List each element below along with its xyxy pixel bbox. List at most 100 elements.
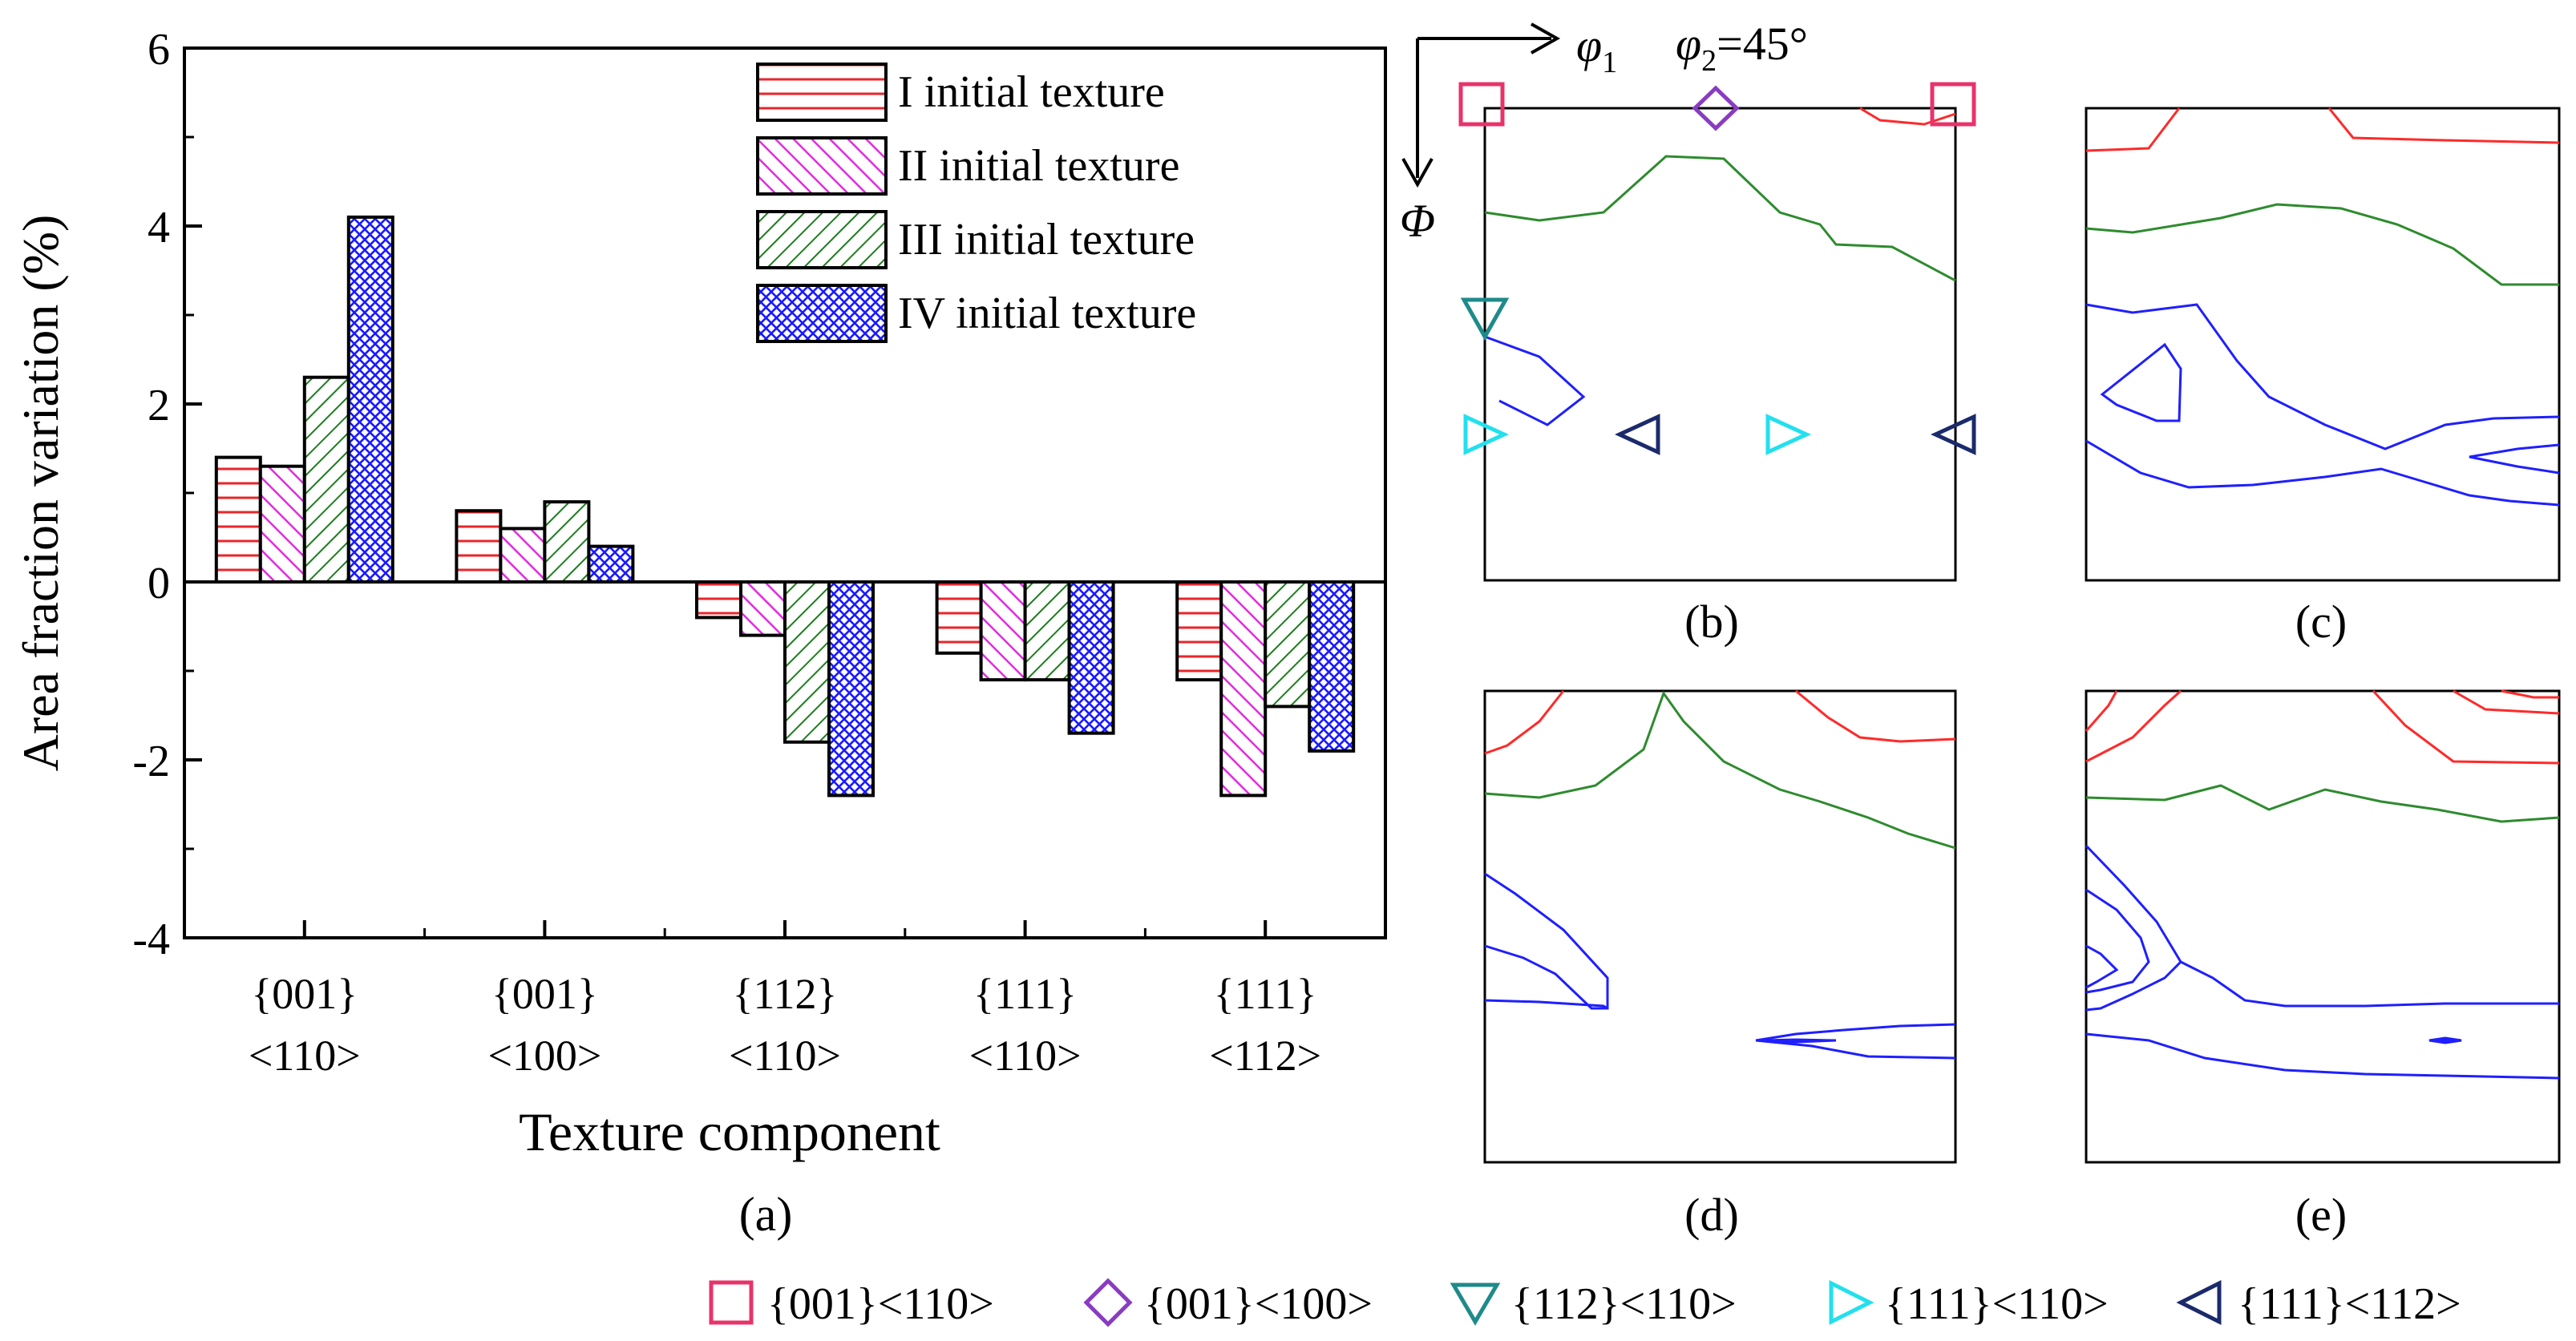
bar-4-cat-1 xyxy=(346,215,394,584)
odf-panel-b: (b) xyxy=(1458,82,1976,648)
bar-1-cat-2 xyxy=(455,509,503,584)
contour-high-e-5 xyxy=(2501,689,2559,699)
bar-4-cat-5 xyxy=(1308,580,1356,753)
bar-4-cat-3 xyxy=(827,580,875,798)
bar-series-group xyxy=(214,215,1356,798)
marker-legend: {001}<110> {001}<100> {112}<110> {111}<110>… xyxy=(709,1278,2461,1329)
marker-square-b-right xyxy=(1930,82,1976,127)
marker-legend-label: {112}<110> xyxy=(1511,1279,1737,1329)
contour-low-d-1 xyxy=(1484,872,1609,1010)
contour-low-e-1 xyxy=(2085,844,2182,1012)
contour-high-e-3 xyxy=(2372,689,2560,765)
y-tick-label: 2 xyxy=(148,381,170,430)
contour-low-d-5 xyxy=(1763,1038,1837,1044)
x-tick-label-top: {001} xyxy=(251,970,358,1018)
bar-1-cat-1 xyxy=(214,455,262,584)
contour-low-c-3 xyxy=(2085,439,2560,507)
marker-legend-label: {111}<110> xyxy=(1885,1279,2109,1329)
odf-sections: φ1 φ2=45° Φ (b) xyxy=(1400,18,2561,1241)
bar-2-cat-5 xyxy=(1219,580,1268,798)
bar-2-cat-2 xyxy=(499,527,547,584)
x-tick-label-bottom: <110> xyxy=(729,1032,841,1080)
marker-legend-label: {001}<110> xyxy=(767,1279,994,1329)
contour-low-d-3 xyxy=(1755,1023,1956,1042)
panel-label-b: (b) xyxy=(1684,596,1739,648)
contour-high-d-1 xyxy=(1484,690,1565,755)
y-axis-title: Area fraction variation (%) xyxy=(12,215,69,772)
legend-label-4: IV initial texture xyxy=(898,289,1196,338)
contour-mid-e xyxy=(2085,784,2560,823)
contour-high-c-1 xyxy=(2085,107,2181,152)
contour-low-e-2 xyxy=(2085,888,2150,994)
contour-high-e-1 xyxy=(2085,690,2118,732)
contour-low-e-5 xyxy=(2085,1032,2560,1080)
x-tick-label-bottom: <110> xyxy=(249,1032,361,1080)
x-tick-label-top: {112} xyxy=(733,970,838,1018)
y-tick-label: -4 xyxy=(132,915,170,964)
bar-4-cat-2 xyxy=(587,544,635,584)
Phi-label: Φ xyxy=(1400,195,1435,247)
y-tick-label: 0 xyxy=(148,559,170,608)
marker-legend-label: {001}<100> xyxy=(1144,1279,1373,1329)
contour-low-e-4 xyxy=(2180,960,2559,1008)
contour-mid-b xyxy=(1484,155,1956,282)
panel-label-e: (e) xyxy=(2295,1189,2347,1241)
legend-label-1: I initial texture xyxy=(898,67,1165,117)
x-tick-label-bottom: <112> xyxy=(1209,1032,1321,1080)
x-tick-label-top: {111} xyxy=(973,970,1077,1018)
contour-high-e-4 xyxy=(2453,689,2560,715)
odf-panel-c: (c) xyxy=(2085,107,2561,648)
odf-panel-e: (e) xyxy=(2085,689,2561,1241)
bar-3-cat-3 xyxy=(783,580,831,744)
panel-label-d: (d) xyxy=(1684,1189,1739,1241)
odf-frame-b xyxy=(1483,107,1957,582)
contour-low-c-2 xyxy=(2100,342,2182,422)
legend-label-2: II initial texture xyxy=(898,141,1179,191)
bar-3-cat-4 xyxy=(1023,580,1071,682)
contour-high-c-2 xyxy=(2327,107,2560,144)
marker-triangle-right-b-2 xyxy=(1765,414,1812,455)
bar-4-cat-4 xyxy=(1067,580,1115,735)
contour-high-b xyxy=(1859,107,1956,126)
contour-low-e-6 xyxy=(2428,1036,2462,1044)
x-tick-label-bottom: <100> xyxy=(487,1032,601,1080)
panel-label-a: (a) xyxy=(739,1188,793,1241)
x-tick-label-bottom: <110> xyxy=(969,1032,1082,1080)
bar-3-cat-1 xyxy=(302,375,350,584)
legend-marker-triangle-down xyxy=(1450,1282,1501,1326)
legend-swatch-3 xyxy=(756,210,888,269)
bar-2-cat-1 xyxy=(258,464,306,584)
marker-triangle-down-b xyxy=(1460,297,1510,341)
contour-low-e-3 xyxy=(2085,944,2119,989)
marker-legend-label: {111}<112> xyxy=(2238,1279,2461,1329)
phi1-label: φ1 xyxy=(1576,19,1617,79)
legend-swatch-2 xyxy=(756,136,888,196)
odf-frame-d xyxy=(1483,689,1957,1164)
odf-frame-c xyxy=(2085,107,2561,582)
legend-marker-triangle-right xyxy=(1829,1279,1874,1326)
Phi-arrowhead xyxy=(1401,158,1434,188)
axis-indicator: φ1 φ2=45° Φ xyxy=(1400,18,1808,247)
y-tick-label: 4 xyxy=(148,203,170,252)
contour-low-c-1 xyxy=(2085,303,2560,450)
legend-swatch-4 xyxy=(756,284,888,343)
phi2-label: φ2=45° xyxy=(1676,18,1808,78)
marker-square-b-left xyxy=(1458,82,1505,127)
contour-mid-d xyxy=(1484,690,1956,850)
y-tick-label: -2 xyxy=(132,737,170,786)
odf-panel-d: (d) xyxy=(1483,689,1957,1241)
bar-2-cat-3 xyxy=(739,580,787,637)
phi1-arrowhead xyxy=(1531,22,1561,55)
bar-2-cat-4 xyxy=(979,580,1027,682)
legend-label-3: III initial texture xyxy=(898,215,1195,265)
bar-1-cat-4 xyxy=(935,580,983,655)
legend-swatch-1 xyxy=(756,63,888,122)
x-axis-title: Texture component xyxy=(519,1101,940,1162)
contour-low-b-1 xyxy=(1484,335,1586,426)
marker-triangle-left-b-2 xyxy=(1930,414,1976,455)
marker-triangle-right-b-1 xyxy=(1463,414,1510,455)
marker-triangle-left-b-1 xyxy=(1614,414,1660,455)
marker-diamond-b xyxy=(1692,85,1740,131)
contour-low-c-4 xyxy=(2469,443,2560,475)
